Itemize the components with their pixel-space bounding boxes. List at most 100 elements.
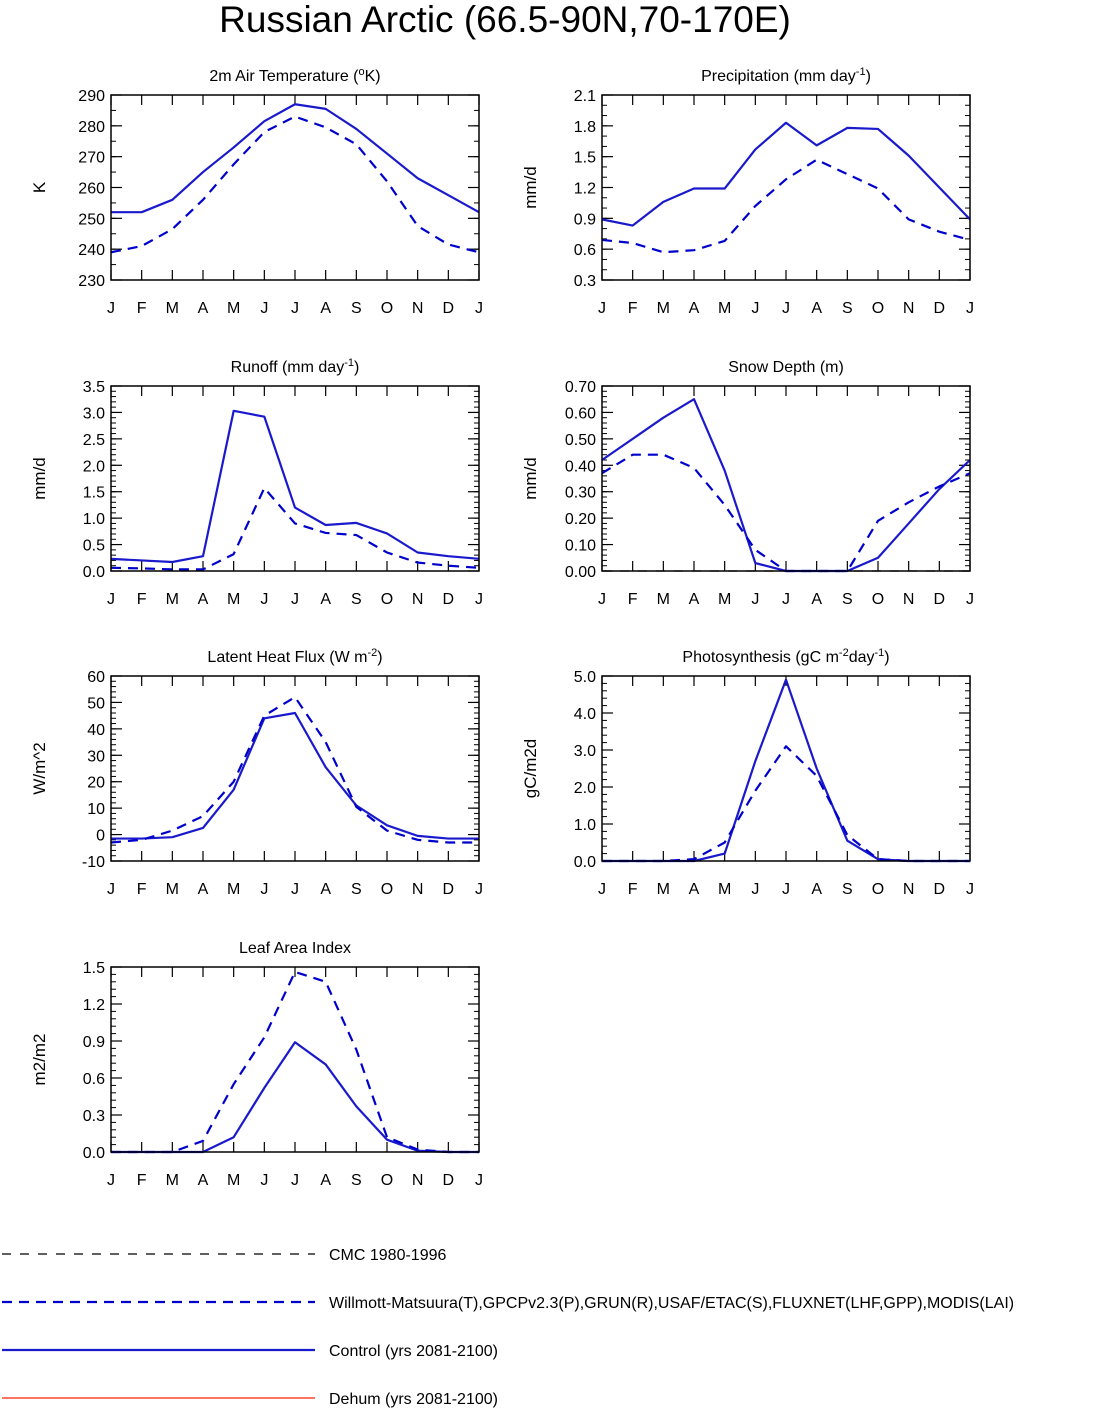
chart-panels: 2m Air Temperature (oK) K 230 240 250 260 270 2… [30,66,974,1189]
series-line-dashed [602,745,970,863]
y-tick-label: 0.6 [574,242,596,259]
y-tick-label: 0.5 [83,538,105,555]
series-line-solid [111,711,479,840]
x-tick-label: O [872,300,884,317]
x-tick-label: D [443,300,455,317]
panel-runoff: Runoff (mm day-1) mm/d 0.0 0.5 1.0 1.5 2.0 2.5 3… [30,357,483,608]
y-axis-label: gC/m2d [521,739,540,799]
panel-title: Precipitation (mm day-1) [701,66,871,85]
x-tick-label: J [782,300,790,317]
x-tick-label: M [718,591,731,608]
y-tick-label: 3.0 [83,405,105,422]
x-tick-label: J [475,591,483,608]
y-tick-label: 250 [78,211,105,228]
x-tick-label: O [381,591,393,608]
y-tick-label: 1.5 [83,485,105,502]
plot-frame [601,94,971,281]
y-axis-label: mm/d [30,457,49,500]
series-line-dashed [110,696,479,844]
x-tick-label: F [137,591,147,608]
x-tick-label: O [381,881,393,898]
x-tick-label: N [412,591,424,608]
x-tick-label: J [966,300,974,317]
x-tick-label: J [475,1172,483,1189]
series-line-dashed [110,486,480,571]
x-tick-label: J [260,300,268,317]
y-tick-label: 0.0 [83,564,105,581]
y-tick-label: 0.30 [565,485,596,502]
x-tick-label: J [291,881,299,898]
y-tick-label: 10 [87,801,105,818]
y-tick-label: 290 [78,88,105,105]
series-line-solid [601,121,971,227]
x-tick-label: A [198,300,209,317]
panel-title-part: Leaf Area Index [239,940,351,957]
x-tick-label: M [718,300,731,317]
x-tick-label: J [291,1172,299,1189]
x-tick-label: M [227,1172,240,1189]
series-line-solid [602,678,970,863]
x-tick-label: J [260,881,268,898]
x-tick-label: M [166,1172,179,1189]
panel-title-part: Latent Heat Flux (W m [207,649,367,666]
x-tick-label: J [598,881,606,898]
panel-title-part: Photosynthesis (gC m [682,649,839,666]
x-tick-label: J [966,591,974,608]
y-tick-label: 40 [87,722,105,739]
x-tick-label: D [443,591,455,608]
x-tick-label: M [227,300,240,317]
x-tick-label: S [842,300,853,317]
plot-frame [110,675,480,862]
x-tick-label: J [598,300,606,317]
y-tick-label: 1.2 [574,181,596,198]
y-tick-label: 0.70 [565,379,596,396]
y-tick-label: 60 [87,669,105,686]
panel-title-part: Runoff (mm day [231,359,345,376]
x-tick-label: J [107,881,115,898]
y-tick-label: 3.0 [574,743,596,760]
y-tick-label: 1.8 [574,119,596,136]
y-tick-label: 4.0 [574,706,596,723]
x-tick-label: A [320,881,331,898]
plot-frame [601,675,971,862]
y-axis-label: mm/d [521,457,540,500]
y-tick-label: 0.6 [83,1071,105,1088]
y-tick-label: 0.50 [565,432,596,449]
y-tick-label: 1.5 [574,150,596,167]
x-tick-label: D [443,1172,455,1189]
panel-title: 2m Air Temperature (oK) [209,66,380,85]
x-tick-label: M [718,881,731,898]
y-tick-label: 20 [87,775,105,792]
y-tick-label: 5.0 [574,669,596,686]
x-tick-label: M [657,591,670,608]
x-tick-label: N [903,881,915,898]
panel-title-part: o [358,66,364,78]
panel-lhf: Latent Heat Flux (W m-2) W/m^2 -10 0 10 20 30 4… [30,647,483,898]
y-tick-label: 2.0 [83,458,105,475]
plot-frame [110,385,480,572]
x-tick-label: J [751,881,759,898]
y-tick-label: 240 [78,242,105,259]
panel-title-part: -1 [874,647,884,659]
y-tick-label: 0.00 [565,564,596,581]
panel-title-part: -1 [344,357,354,369]
series-line-solid [111,103,480,214]
y-tick-label: 1.5 [83,960,105,977]
panel-title: Snow Depth (m) [728,359,844,376]
y-tick-label: 0.10 [565,538,596,555]
y-tick-label: 280 [78,119,105,136]
x-tick-label: O [872,591,884,608]
x-tick-label: J [107,591,115,608]
y-tick-label: 1.0 [574,817,596,834]
y-tick-label: 0.3 [574,273,596,290]
x-tick-label: J [260,1172,268,1189]
x-tick-label: S [351,881,362,898]
panel-title-part: ) [866,68,871,85]
y-tick-label: -10 [82,854,105,871]
y-tick-label: 2.5 [83,432,105,449]
y-tick-label: 270 [78,150,105,167]
panel-title-part: ) [377,649,382,666]
panel-temp: 2m Air Temperature (oK) K 230 240 250 260 270 2… [30,66,483,317]
y-tick-label: 230 [78,273,105,290]
